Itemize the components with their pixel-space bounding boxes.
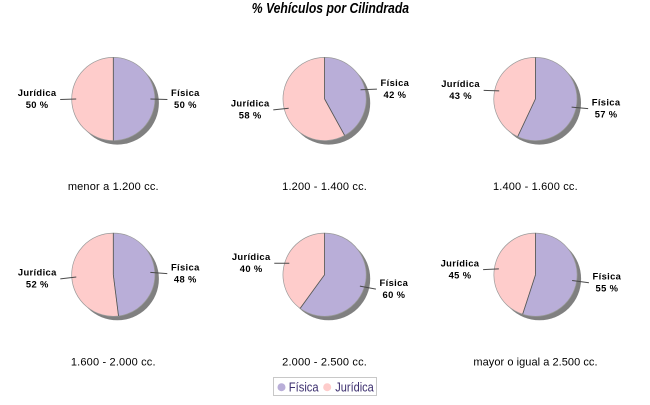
svg-text:1.400 - 1.600 cc.: 1.400 - 1.600 cc. (493, 181, 578, 193)
svg-text:50 %: 50 % (174, 99, 197, 110)
svg-text:% Vehículos por Cilindrada: % Vehículos por Cilindrada (252, 0, 410, 16)
svg-text:45 %: 45 % (449, 269, 472, 280)
svg-text:Física: Física (381, 77, 410, 88)
svg-text:menor a 1.200 cc.: menor a 1.200 cc. (68, 181, 159, 193)
svg-text:1.200 - 1.400 cc.: 1.200 - 1.400 cc. (282, 181, 367, 193)
svg-text:57 %: 57 % (595, 108, 618, 119)
svg-text:Jurídica: Jurídica (335, 380, 374, 395)
svg-text:Jurídica: Jurídica (441, 78, 480, 89)
svg-text:Jurídica: Jurídica (18, 267, 57, 278)
svg-text:Física: Física (171, 87, 200, 98)
svg-text:48 %: 48 % (174, 273, 197, 284)
svg-text:2.000 - 2.500 cc.: 2.000 - 2.500 cc. (282, 357, 367, 369)
svg-text:Física: Física (592, 96, 621, 107)
svg-text:Física: Física (380, 277, 409, 288)
svg-text:58 %: 58 % (239, 110, 262, 121)
svg-text:Jurídica: Jurídica (441, 257, 480, 268)
svg-text:1.600 - 2.000 cc.: 1.600 - 2.000 cc. (71, 357, 156, 369)
svg-text:Física: Física (171, 261, 200, 272)
svg-text:42 %: 42 % (384, 89, 407, 100)
svg-text:55 %: 55 % (596, 283, 619, 294)
svg-text:40 %: 40 % (240, 263, 263, 274)
svg-text:Jurídica: Jurídica (231, 98, 270, 109)
svg-text:50 %: 50 % (26, 99, 49, 110)
svg-text:52 %: 52 % (26, 279, 49, 290)
svg-text:Jurídica: Jurídica (18, 87, 57, 98)
svg-text:Jurídica: Jurídica (232, 251, 271, 262)
svg-text:43 %: 43 % (449, 90, 472, 101)
svg-text:Física: Física (593, 271, 622, 282)
svg-text:Física: Física (289, 380, 319, 395)
svg-text:60 %: 60 % (383, 289, 406, 300)
svg-text:mayor o igual a 2.500 cc.: mayor o igual a 2.500 cc. (473, 357, 597, 369)
